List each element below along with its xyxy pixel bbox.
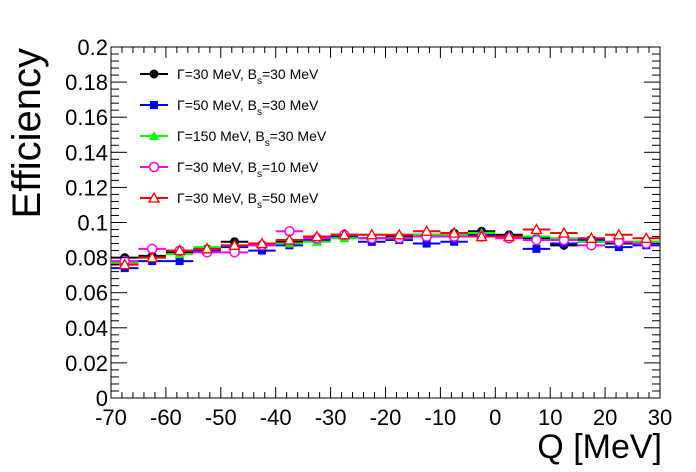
- data-point: [200, 242, 214, 254]
- legend-label: Γ=150 MeV, Bs=30 MeV: [177, 128, 327, 149]
- data-point: [450, 237, 459, 246]
- data-point: [502, 230, 516, 242]
- legend-label: Γ=30 MeV, Bs=30 MeV: [177, 66, 319, 87]
- legend-label-rest: =10 MeV: [262, 159, 319, 175]
- data-point: [175, 257, 184, 266]
- legend-entry: Γ=50 MeV, Bs=30 MeV: [140, 97, 319, 118]
- legend-marker: [147, 191, 161, 203]
- data-point: [557, 226, 571, 238]
- x-tick-label: 20: [593, 405, 617, 430]
- legend-entry: Γ=30 MeV, Bs=10 MeV: [140, 159, 319, 180]
- legend-label-subscript: s: [257, 76, 262, 87]
- legend-label-rest: =30 MeV: [262, 97, 319, 113]
- y-tick-label: 0.1: [77, 211, 108, 236]
- x-tick-label: -30: [315, 405, 347, 430]
- data-point: [228, 238, 241, 250]
- y-tick-label: 0.14: [65, 140, 108, 165]
- data-point: [118, 258, 131, 270]
- x-tick-label: 30: [648, 405, 672, 430]
- y-tick-label: 0.2: [77, 35, 108, 60]
- series-5: [111, 223, 660, 270]
- data-point: [640, 231, 653, 243]
- legend-label-main: Γ=150 MeV, B: [177, 128, 265, 144]
- legend-label-main: Γ=30 MeV, B: [177, 66, 257, 82]
- legend-label-subscript: s: [265, 138, 270, 149]
- data-point: [448, 226, 461, 238]
- legend-label: Γ=30 MeV, Bs=50 MeV: [177, 190, 319, 211]
- data-point: [585, 231, 598, 243]
- y-tick-label: 0.16: [65, 105, 108, 130]
- data-point: [173, 244, 186, 256]
- legend-marker: [149, 69, 159, 79]
- legend-label-main: Γ=30 MeV, B: [177, 159, 257, 175]
- legend-label-subscript: s: [257, 107, 262, 118]
- data-point: [420, 224, 433, 236]
- data-point: [532, 244, 541, 253]
- data-point: [475, 230, 488, 242]
- y-tick-label: 0.04: [65, 316, 108, 341]
- legend-entry: Γ=150 MeV, Bs=30 MeV: [140, 128, 327, 149]
- data-point: [365, 228, 378, 240]
- data-point: [530, 223, 543, 235]
- x-tick-label: -10: [425, 405, 457, 430]
- x-tick-label: -20: [370, 405, 402, 430]
- legend-label-main: Γ=50 MeV, B: [177, 97, 257, 113]
- legend-marker: [148, 161, 160, 173]
- legend-marker: [150, 101, 158, 109]
- x-tick-label: 0: [489, 405, 501, 430]
- data-point: [612, 228, 625, 240]
- data-point: [146, 251, 159, 263]
- data-point: [310, 230, 323, 242]
- x-tick-label: -50: [205, 405, 237, 430]
- x-tick-label: -40: [260, 405, 292, 430]
- legend-label: Γ=50 MeV, Bs=30 MeV: [177, 97, 319, 118]
- x-axis-title: Q [MeV]: [537, 428, 662, 466]
- legend-label-rest: =50 MeV: [262, 190, 319, 206]
- data-point: [283, 233, 296, 245]
- y-tick-label: 0.12: [65, 175, 108, 200]
- data-point: [255, 237, 269, 249]
- legend-entry: Γ=30 MeV, Bs=50 MeV: [140, 190, 319, 211]
- legend-label: Γ=30 MeV, Bs=10 MeV: [177, 159, 319, 180]
- x-tick-label: 10: [538, 405, 562, 430]
- legend-label-subscript: s: [257, 169, 262, 180]
- legend-label-subscript: s: [257, 200, 262, 211]
- data-point: [531, 234, 542, 246]
- series-group: [111, 223, 660, 273]
- data-point: [338, 228, 351, 240]
- data-point: [393, 228, 406, 240]
- axes-group: -70 -60 -50 -40 -30 -20 -10 0 10 20 30 0 0.02 0.04 0.0…: [65, 35, 672, 430]
- data-point: [422, 239, 431, 248]
- legend-label-main: Γ=30 MeV, B: [177, 190, 257, 206]
- legend-label-rest: =30 MeV: [262, 66, 319, 82]
- y-tick-label: 0.06: [65, 281, 108, 306]
- y-tick-label: 0.18: [65, 70, 108, 95]
- legend-marker: [149, 131, 159, 140]
- y-tick-label: 0: [96, 386, 108, 411]
- y-tick-label: 0.08: [65, 246, 108, 271]
- y-tick-label: 0.02: [65, 351, 108, 376]
- legend-label-rest: =30 MeV: [270, 128, 327, 144]
- y-axis-title: Efficiency: [5, 48, 49, 218]
- x-tick-label: -70: [95, 405, 127, 430]
- x-tick-label: -60: [150, 405, 182, 430]
- legend-entry: Γ=30 MeV, Bs=30 MeV: [140, 66, 319, 87]
- data-point: [614, 243, 623, 252]
- data-point: [257, 246, 266, 255]
